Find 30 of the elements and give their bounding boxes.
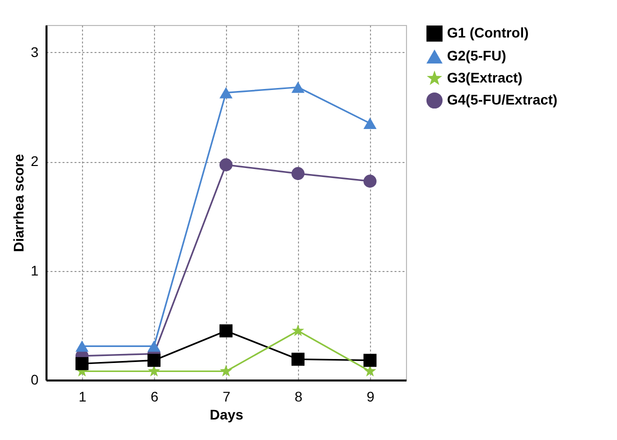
y-tick-label: 1 bbox=[30, 262, 39, 278]
point bbox=[147, 354, 161, 367]
point bbox=[75, 340, 89, 352]
x-tick-label: 8 bbox=[294, 388, 303, 404]
point bbox=[219, 87, 233, 98]
legend-label: G4(5-FU/Extract) bbox=[447, 92, 558, 108]
point bbox=[219, 158, 233, 172]
point bbox=[291, 167, 305, 180]
x-tick-label: 7 bbox=[222, 388, 231, 404]
legend-label: G2(5-FU) bbox=[447, 48, 506, 64]
point bbox=[291, 82, 305, 93]
point bbox=[220, 364, 232, 377]
legend-label: G1 (Control) bbox=[447, 24, 529, 40]
point bbox=[147, 340, 161, 352]
point bbox=[291, 352, 305, 366]
x-tick-label: 9 bbox=[366, 388, 375, 404]
point bbox=[363, 354, 377, 367]
y-axis-title: Diarrhea score bbox=[10, 154, 27, 252]
point bbox=[219, 324, 233, 338]
y-tick-label: 2 bbox=[30, 153, 39, 170]
x-axis-title: Days bbox=[210, 406, 244, 422]
x-tick-label: 1 bbox=[78, 388, 87, 404]
y-tick-label: 3 bbox=[30, 44, 39, 60]
y-tick-label: 0 bbox=[30, 372, 39, 388]
point bbox=[363, 174, 377, 188]
point bbox=[75, 357, 89, 370]
legend-label: G3(Extract) bbox=[447, 70, 522, 86]
point bbox=[292, 324, 304, 336]
point bbox=[363, 118, 377, 129]
x-tick-label: 6 bbox=[150, 388, 159, 404]
